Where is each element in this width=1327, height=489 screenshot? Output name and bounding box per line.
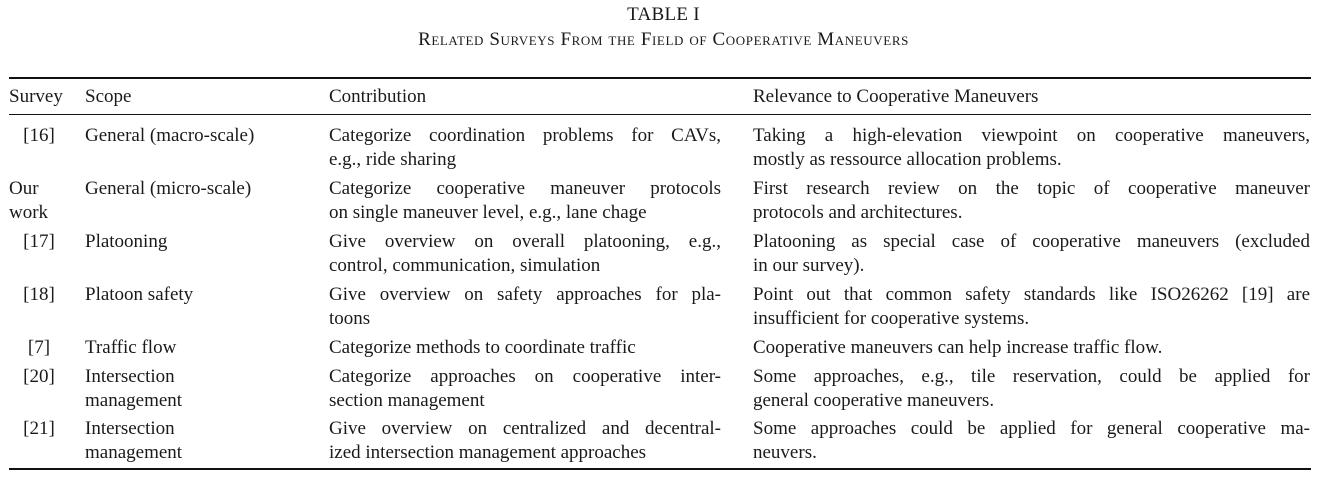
cell-survey: [7] — [9, 336, 69, 360]
cell-line: [7] — [27, 337, 51, 358]
cell-line: Traffic flow — [85, 337, 177, 358]
cell-line: e.g., ride sharing — [329, 149, 457, 170]
cell-line: Categorize coordination problems for CAV… — [329, 125, 721, 146]
cell-line: Some approaches could be applied for gen… — [753, 418, 1310, 439]
cell-scope: Platoon safety — [85, 283, 193, 307]
cell-line: Give overview on safety approaches for p… — [329, 284, 721, 305]
cell-contribution: Give overview on safety approaches for p… — [329, 283, 721, 331]
cell-line: control, communication, simulation — [329, 255, 601, 276]
cell-line: Platoon safety — [85, 284, 194, 305]
cell-relevance: Platooning as special case of cooperativ… — [753, 230, 1310, 278]
cell-line: [17] — [23, 231, 55, 252]
cell-line: [20] — [23, 366, 55, 387]
table-title: Related Surveys From the Field of Cooper… — [418, 29, 909, 50]
cell-scope: Intersection management — [85, 365, 182, 413]
cell-line: Intersection — [85, 418, 175, 439]
table-label: TABLE I — [627, 4, 700, 25]
cell-line: Platooning as special case of cooperativ… — [753, 231, 1310, 252]
cell-line: insufficient for cooperative systems. — [753, 308, 1030, 329]
cell-line: section management — [329, 390, 485, 411]
cell-scope: Intersection management — [85, 417, 182, 465]
cell-line: Our — [9, 178, 39, 199]
cell-line: First research review on the topic of co… — [753, 178, 1310, 199]
cell-relevance: Point out that common safety standards l… — [753, 283, 1310, 331]
header-rule — [9, 114, 1311, 115]
cell-survey: Our work — [9, 177, 48, 225]
cell-survey: [21] — [9, 417, 69, 441]
cell-relevance: Taking a high-elevation viewpoint on coo… — [753, 124, 1310, 172]
cell-line: in our survey). — [753, 255, 865, 276]
cell-line: Give overview on overall platooning, e.g… — [329, 231, 721, 252]
cell-line: [21] — [23, 418, 55, 439]
cell-line: ized intersection management approaches — [329, 442, 647, 463]
cell-line: Taking a high-elevation viewpoint on coo… — [753, 125, 1310, 146]
cell-line: general cooperative maneuvers. — [753, 390, 995, 411]
cell-line: Platooning — [85, 231, 168, 252]
cell-line: on single maneuver level, e.g., lane cha… — [329, 202, 647, 223]
cell-line: [16] — [23, 125, 55, 146]
header-survey: Survey — [9, 86, 63, 107]
cell-line: management — [85, 442, 183, 463]
cell-line: General (micro-scale) — [85, 178, 252, 199]
cell-survey: [17] — [9, 230, 69, 254]
cell-line: [18] — [23, 284, 55, 305]
cell-contribution: Categorize cooperative maneuver protocol… — [329, 177, 721, 225]
cell-survey: [18] — [9, 283, 69, 307]
cell-line: mostly as ressource allocation problems. — [753, 149, 1062, 170]
cell-line: neuvers. — [753, 442, 817, 463]
header-contribution: Contribution — [329, 86, 427, 107]
cell-line: Categorize approaches on cooperative int… — [329, 366, 721, 387]
cell-line: Categorize cooperative maneuver protocol… — [329, 178, 721, 199]
cell-relevance: First research review on the topic of co… — [753, 177, 1310, 225]
cell-contribution: Categorize methods to coordinate traffic — [329, 336, 721, 360]
cell-scope: General (micro-scale) — [85, 177, 251, 201]
cell-contribution: Categorize approaches on cooperative int… — [329, 365, 721, 413]
cell-line: Give overview on centralized and decentr… — [329, 418, 721, 439]
cell-contribution: Give overview on centralized and decentr… — [329, 417, 721, 465]
cell-relevance: Cooperative maneuvers can help increase … — [753, 336, 1310, 360]
cell-line: Cooperative maneuvers can help increase … — [753, 337, 1163, 358]
cell-survey: [16] — [9, 124, 69, 148]
cell-survey: [20] — [9, 365, 69, 389]
cell-line: General (macro-scale) — [85, 125, 255, 146]
cell-scope: General (macro-scale) — [85, 124, 254, 148]
cell-scope: Platooning — [85, 230, 167, 254]
top-rule — [9, 77, 1311, 79]
cell-scope: Traffic flow — [85, 336, 176, 360]
cell-line: management — [85, 390, 183, 411]
cell-relevance: Some approaches could be applied for gen… — [753, 417, 1310, 465]
cell-contribution: Categorize coordination problems for CAV… — [329, 124, 721, 172]
cell-line: Some approaches, e.g., tile reservation,… — [753, 366, 1310, 387]
cell-line: protocols and architectures. — [753, 202, 963, 223]
cell-relevance: Some approaches, e.g., tile reservation,… — [753, 365, 1310, 413]
cell-line: toons — [329, 308, 371, 329]
cell-line: Point out that common safety standards l… — [753, 284, 1310, 305]
cell-line: Intersection — [85, 366, 175, 387]
header-scope: Scope — [85, 86, 132, 107]
cell-line: Categorize methods to coordinate traffic — [329, 337, 636, 358]
bottom-rule — [9, 468, 1311, 470]
cell-line: work — [9, 202, 49, 223]
cell-contribution: Give overview on overall platooning, e.g… — [329, 230, 721, 278]
header-relevance: Relevance to Cooperative Maneuvers — [753, 86, 1039, 107]
